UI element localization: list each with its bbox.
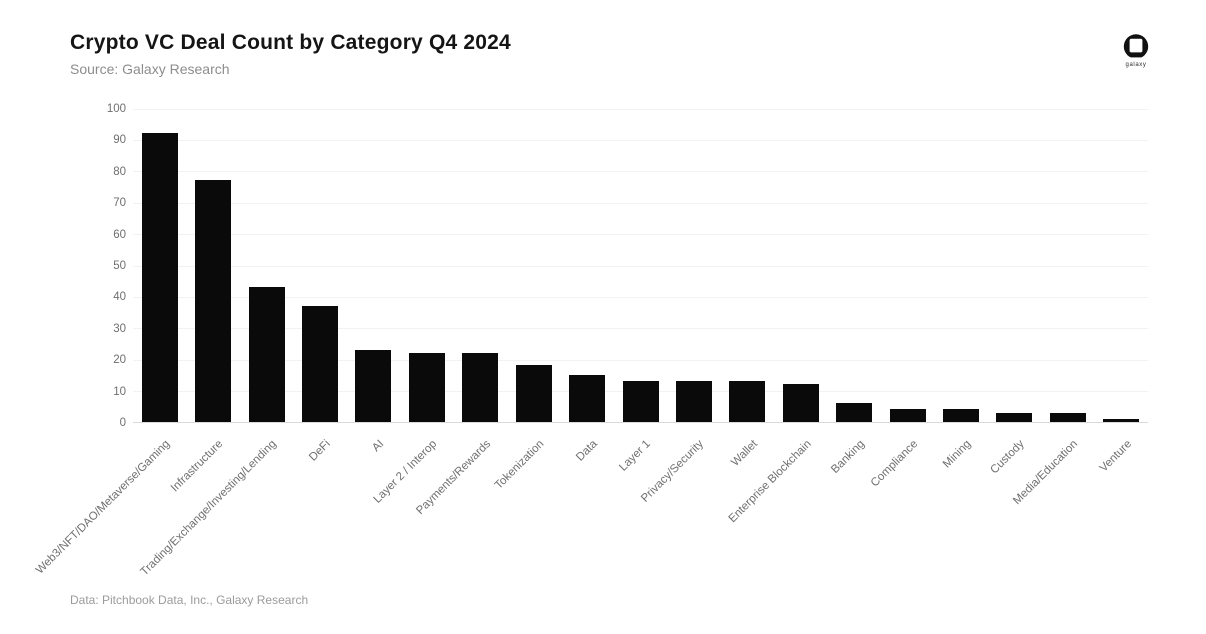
x-tick-label: Venture	[1097, 438, 1134, 475]
y-tick-label: 10	[113, 385, 126, 398]
x-tick-label: Infrastructure	[169, 438, 226, 495]
y-tick-label: 100	[106, 103, 126, 115]
x-tick-label: DeFi	[306, 438, 333, 464]
x-tick-label: Data	[573, 438, 600, 464]
x-tick-label: Custody	[988, 438, 1027, 477]
bar	[141, 133, 178, 422]
galaxy-logo: galaxy	[1114, 33, 1158, 68]
y-tick-label: 30	[113, 322, 126, 335]
bar	[622, 381, 659, 422]
y-tick-label: 20	[113, 354, 126, 367]
x-tick-label: Compliance	[868, 438, 921, 490]
bar	[355, 349, 392, 422]
x-tick-label: Wallet	[729, 438, 760, 469]
bar	[248, 286, 285, 422]
y-tick-label: 40	[113, 291, 126, 304]
bar	[836, 403, 873, 422]
bar	[943, 409, 980, 422]
x-tick-label: AI	[369, 438, 386, 455]
bar	[1049, 412, 1086, 422]
bar	[462, 352, 499, 422]
page-title: Crypto VC Deal Count by Category Q4 2024	[70, 31, 511, 54]
plot-area	[133, 108, 1148, 423]
bar	[515, 365, 552, 422]
bar	[1103, 418, 1140, 422]
data-credit: Data: Pitchbook Data, Inc., Galaxy Resea…	[70, 593, 309, 607]
y-tick-label: 50	[113, 260, 126, 272]
x-tick-label: Tokenization	[492, 438, 547, 492]
gridline	[133, 108, 1148, 110]
gridline	[133, 234, 1148, 236]
y-tick-label: 80	[113, 165, 126, 178]
gridline	[133, 296, 1148, 298]
gridline	[133, 171, 1148, 173]
bar	[195, 180, 232, 422]
bar	[889, 409, 926, 422]
y-tick-label: 90	[113, 134, 126, 147]
gridline	[133, 265, 1148, 267]
gridline	[133, 202, 1148, 204]
gridline	[133, 328, 1148, 330]
y-axis: 0 10 20 30 40 50 60 70 80 90 100	[84, 103, 126, 429]
source-subtitle: Source: Galaxy Research	[70, 61, 230, 77]
bar	[729, 381, 766, 422]
bar	[782, 384, 819, 422]
gridline	[133, 359, 1148, 361]
y-tick-label: 60	[113, 228, 126, 241]
y-tick-label: 0	[119, 417, 126, 429]
x-tick-label: Layer 1	[617, 438, 653, 474]
bar	[301, 305, 338, 422]
bar	[569, 374, 606, 422]
bar	[996, 412, 1033, 422]
bar	[675, 381, 712, 422]
y-tick-label: 70	[113, 197, 126, 210]
gridline	[133, 139, 1148, 141]
galaxy-logo-label: galaxy	[1125, 62, 1147, 68]
x-tick-label: Banking	[828, 438, 867, 476]
galaxy-logo-icon	[1121, 34, 1151, 60]
bar	[408, 352, 445, 422]
x-tick-label: Mining	[941, 438, 974, 471]
x-axis-labels: Web3/NFT/DAO/Metaverse/Gaming Infrastruct…	[34, 432, 1148, 592]
